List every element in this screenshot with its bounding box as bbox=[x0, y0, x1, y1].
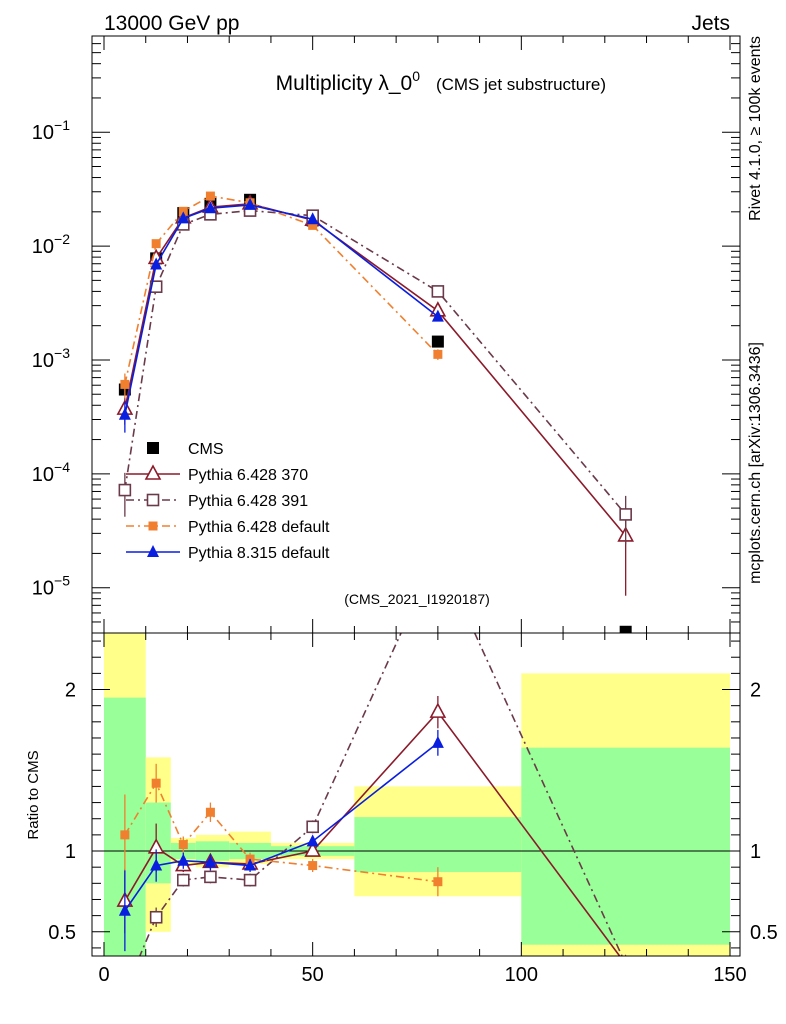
plot-title: Multiplicity λ_00 bbox=[276, 68, 421, 95]
legend-label-pythia-6-428-391: Pythia 6.428 391 bbox=[188, 493, 308, 510]
main-point-pythia-6-428-default-1 bbox=[151, 239, 161, 249]
y-tick-label-4: 10−1 bbox=[32, 117, 70, 144]
header-jets-label: Jets bbox=[691, 12, 730, 35]
header-energy-label: 13000 GeV pp bbox=[104, 12, 239, 35]
main-point-pythia-8-315-default-0 bbox=[118, 407, 131, 420]
main-point-cms-7 bbox=[619, 625, 632, 633]
x-tick-label-0: 0 bbox=[98, 964, 109, 986]
ratio-point-pythia-8-315-default-5 bbox=[306, 834, 319, 847]
plot-subtitle: (CMS jet substructure) bbox=[436, 75, 606, 94]
y-tick-label-1: 10−4 bbox=[32, 459, 70, 486]
axes-ticks: 0 50 100 150 10−5 10−4 10−3 10−2 10−1 0.5 0.5 1 1 2 2 bbox=[32, 36, 778, 986]
ratio-point-pythia-6-428-default-1 bbox=[151, 778, 161, 788]
ratio-point-pythia-6-428-391-2 bbox=[176, 873, 190, 887]
ratio-point-pythia-6-428-default-3 bbox=[205, 807, 215, 817]
legend-label-cms: CMS bbox=[188, 441, 224, 458]
legend-marker-pythia-6-428-391 bbox=[146, 493, 160, 507]
main-panel-series bbox=[116, 191, 635, 633]
main-point-cms-6 bbox=[431, 335, 444, 348]
ratio-point-pythia-6-428-default-2 bbox=[178, 840, 188, 850]
ratio-band-green-6 bbox=[354, 817, 522, 873]
ratio-point-pythia-8-315-default-0 bbox=[118, 903, 131, 916]
plot-title-superscript: 0 bbox=[412, 68, 420, 84]
legend-marker-pythia-8-315-default bbox=[147, 545, 159, 557]
y-tick-label-2: 10−3 bbox=[32, 345, 70, 372]
main-point-pythia-6-428-391-0 bbox=[118, 483, 132, 497]
ratio-panel-frame bbox=[91, 632, 741, 957]
rivet-version-label: Rivet 4.1.0, ≥ 100k events bbox=[747, 36, 764, 221]
legend-marker-pythia-6-428-default bbox=[148, 521, 158, 531]
ratio-point-pythia-6-428-391-6 bbox=[432, 547, 443, 558]
ratio-point-pythia-8-315-default-1 bbox=[150, 858, 163, 871]
ratio-point-pythia-8-315-default-3 bbox=[204, 855, 217, 868]
ratio-panel-series bbox=[116, 547, 631, 997]
main-point-pythia-6-428-default-3 bbox=[205, 191, 215, 201]
main-point-pythia-6-428-391-1 bbox=[149, 280, 163, 293]
ratio-point-pythia-6-428-391-0 bbox=[119, 986, 130, 997]
ratio-y-axis-label: Ratio to CMS bbox=[25, 750, 42, 839]
main-point-pythia-8-315-default-3 bbox=[204, 201, 217, 214]
ratio-y-tick-label-right-1: 1 bbox=[750, 841, 761, 863]
mcplots-source-label: mcplots.cern.ch [arXiv:1306.3436] bbox=[747, 342, 764, 584]
ratio-point-pythia-6-428-default-5 bbox=[308, 861, 318, 871]
main-point-pythia-6-428-391-6 bbox=[431, 285, 445, 298]
ratio-y-tick-label-left-2: 2 bbox=[65, 680, 76, 702]
ratio-y-tick-label-left-0: 0.5 bbox=[48, 922, 76, 944]
legend-label-pythia-6-428-default: Pythia 6.428 default bbox=[188, 519, 330, 536]
x-tick-label-1: 50 bbox=[302, 964, 324, 986]
main-point-pythia-6-428-391-7 bbox=[619, 508, 632, 521]
ratio-y-tick-label-left-1: 1 bbox=[65, 841, 76, 863]
ratio-point-pythia-6-428-391-4 bbox=[243, 873, 257, 887]
ratio-point-pythia-6-428-391-3 bbox=[204, 870, 217, 884]
ratio-point-pythia-6-428-370-6 bbox=[429, 702, 447, 718]
ratio-point-pythia-6-428-370-7 bbox=[624, 954, 627, 956]
main-line-pythia-6-428-370 bbox=[124, 203, 627, 537]
ratio-y-tick-label-right-2: 2 bbox=[750, 680, 761, 702]
y-tick-label-3: 10−2 bbox=[32, 231, 70, 258]
ratio-y-tick-label-right-0: 0.5 bbox=[750, 922, 778, 944]
ratio-point-pythia-8-315-default-6 bbox=[431, 735, 444, 748]
legend-label-pythia-6-428-370: Pythia 6.428 370 bbox=[188, 467, 308, 484]
ratio-band-green-7 bbox=[521, 747, 730, 945]
x-tick-label-3: 150 bbox=[713, 964, 746, 986]
ratio-point-pythia-6-428-391-7 bbox=[620, 959, 631, 970]
analysis-tag: (CMS_2021_I1920187) bbox=[344, 591, 490, 607]
main-line-pythia-8-315-default bbox=[124, 204, 439, 415]
main-panel-frame bbox=[91, 35, 741, 634]
x-tick-label-2: 100 bbox=[505, 964, 538, 986]
y-tick-label-0: 10−5 bbox=[32, 573, 70, 600]
ratio-point-pythia-6-428-default-0 bbox=[120, 830, 130, 840]
legend-marker-pythia-6-428-370 bbox=[144, 464, 162, 480]
ratio-point-pythia-6-428-391-1 bbox=[149, 910, 163, 924]
legend-label-pythia-8-315-default: Pythia 8.315 default bbox=[188, 545, 330, 562]
ratio-uncertainty-bands bbox=[104, 633, 730, 956]
main-point-pythia-8-315-default-1 bbox=[150, 257, 163, 270]
main-point-pythia-6-428-default-2 bbox=[178, 206, 188, 216]
main-point-pythia-8-315-default-2 bbox=[177, 211, 190, 224]
main-point-pythia-6-428-default-5 bbox=[308, 220, 318, 230]
main-point-pythia-8-315-default-4 bbox=[244, 197, 257, 210]
main-point-pythia-8-315-default-5 bbox=[306, 212, 319, 225]
ratio-point-pythia-8-315-default-4 bbox=[244, 858, 257, 871]
main-point-pythia-8-315-default-6 bbox=[431, 309, 444, 322]
legend: CMS Pythia 6.428 370 Pythia 6.428 391 Pythi… bbox=[126, 441, 330, 562]
ratio-point-pythia-8-315-default-2 bbox=[177, 853, 190, 866]
main-point-pythia-6-428-default-0 bbox=[120, 379, 130, 389]
legend-marker-cms bbox=[147, 442, 159, 454]
main-line-pythia-6-428-default bbox=[124, 195, 439, 385]
ratio-point-pythia-6-428-391-5 bbox=[306, 820, 319, 834]
ratio-point-pythia-6-428-default-6 bbox=[433, 877, 443, 887]
main-line-pythia-6-428-391 bbox=[124, 209, 627, 515]
main-point-pythia-6-428-default-6 bbox=[433, 349, 443, 359]
ratio-point-pythia-6-428-370-5 bbox=[304, 841, 322, 857]
